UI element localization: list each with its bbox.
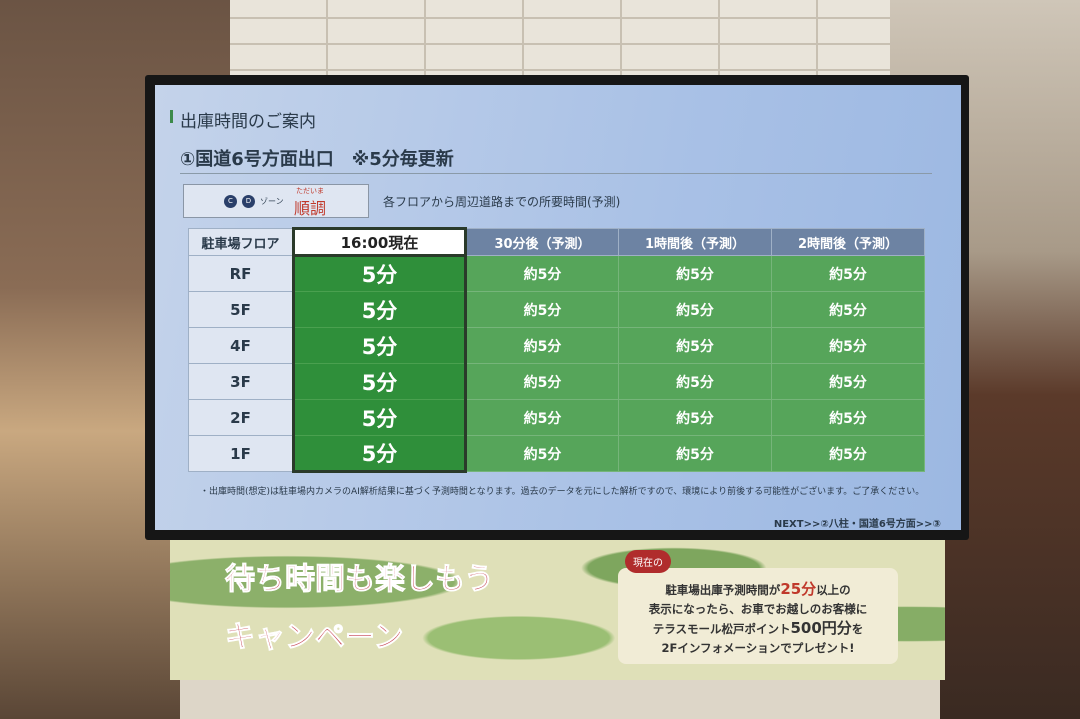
1h-cell: 約5分 bbox=[618, 363, 772, 400]
table-row: 4F 5分 約5分 約5分 約5分 bbox=[188, 327, 925, 364]
floor-cell: 4F bbox=[188, 327, 294, 364]
30min-cell: 約5分 bbox=[465, 255, 619, 292]
floor-cell: 2F bbox=[188, 399, 294, 436]
2h-cell: 約5分 bbox=[771, 327, 925, 364]
1h-cell: 約5分 bbox=[618, 255, 772, 292]
2h-cell: 約5分 bbox=[771, 435, 925, 472]
zone-c-icon: C bbox=[224, 195, 237, 208]
now-cell: 5分 bbox=[292, 291, 467, 328]
1h-cell: 約5分 bbox=[618, 291, 772, 328]
2h-cell: 約5分 bbox=[771, 399, 925, 436]
now-cell: 5分 bbox=[292, 363, 467, 400]
divider bbox=[180, 173, 932, 174]
promo-threshold: 25分 bbox=[780, 580, 817, 598]
30min-cell: 約5分 bbox=[465, 399, 619, 436]
header-now: 16:00現在 bbox=[292, 227, 467, 257]
exit-time-table: 駐車場フロア 16:00現在 30分後（予測） 1時間後（予測） 2時間後（予測… bbox=[188, 227, 925, 473]
1h-cell: 約5分 bbox=[618, 399, 772, 436]
table-row: 5F 5分 約5分 約5分 約5分 bbox=[188, 291, 925, 328]
promo-text: 表示になったら、お車でお越しのお客様に bbox=[648, 602, 868, 616]
now-cell: 5分 bbox=[292, 255, 467, 292]
table-description: 各フロアから周辺道路までの所要時間(予測) bbox=[383, 195, 621, 209]
30min-cell: 約5分 bbox=[465, 291, 619, 328]
zone-status-legend: C D ゾーン ただいま 順調 bbox=[183, 184, 369, 218]
floor-cell: RF bbox=[188, 255, 294, 292]
floor-cell: 5F bbox=[188, 291, 294, 328]
promo-text: 駐車場出庫予測時間が bbox=[665, 583, 781, 597]
current-badge: 現在の bbox=[625, 550, 671, 573]
30min-cell: 約5分 bbox=[465, 363, 619, 400]
disclaimer-note: ・出庫時間(想定)は駐車場内カメラのAI解析結果に基づく予測時間となります。過去… bbox=[200, 487, 925, 497]
promo-text: 2Fインフォメーションでプレゼント! bbox=[661, 641, 855, 655]
display-screen: 出庫時間のご案内 ①国道6号方面出口 ※5分毎更新 C D ゾーン ただいま 順… bbox=[155, 85, 961, 530]
promo-amount: 500円分 bbox=[790, 619, 852, 637]
promo-box: 駐車場出庫予測時間が25分以上の 表示になったら、お車でお越しのお客様に テラス… bbox=[618, 568, 898, 664]
table-row: RF 5分 約5分 約5分 約5分 bbox=[188, 255, 925, 292]
1h-cell: 約5分 bbox=[618, 435, 772, 472]
zone-d-icon: D bbox=[242, 195, 255, 208]
campaign-banner: 待ち時間も楽しもう キャンペーン 駐車場出庫予測時間が25分以上の 表示になった… bbox=[170, 540, 945, 680]
30min-cell: 約5分 bbox=[465, 327, 619, 364]
header-30min: 30分後（予測） bbox=[465, 228, 619, 256]
promo-text: テラスモール松戸ポイント bbox=[652, 622, 791, 636]
header-1h: 1時間後（予測） bbox=[618, 228, 772, 256]
table-row: 2F 5分 約5分 約5分 約5分 bbox=[188, 399, 925, 436]
header-2h: 2時間後（予測） bbox=[771, 228, 925, 256]
floor-cell: 3F bbox=[188, 363, 294, 400]
2h-cell: 約5分 bbox=[771, 291, 925, 328]
2h-cell: 約5分 bbox=[771, 363, 925, 400]
promo-text: を bbox=[851, 622, 864, 636]
exit-title: ①国道6号方面出口 ※5分毎更新 bbox=[180, 149, 454, 170]
2h-cell: 約5分 bbox=[771, 255, 925, 292]
zone-label: ゾーン bbox=[260, 197, 284, 206]
status-label: 順調 bbox=[294, 199, 327, 218]
campaign-title-2: キャンペーン bbox=[225, 620, 404, 656]
1h-cell: 約5分 bbox=[618, 327, 772, 364]
table-row: 1F 5分 約5分 約5分 約5分 bbox=[188, 435, 925, 473]
status-small: ただいま bbox=[296, 187, 324, 195]
30min-cell: 約5分 bbox=[465, 435, 619, 472]
now-cell: 5分 bbox=[292, 435, 467, 473]
next-indicator: NEXT>>②八柱・国道6号方面>>③ bbox=[773, 519, 941, 530]
counter-base bbox=[180, 680, 940, 719]
page-heading: 出庫時間のご案内 bbox=[170, 107, 316, 132]
campaign-title-1: 待ち時間も楽しもう bbox=[224, 562, 495, 598]
table-row: 3F 5分 約5分 約5分 約5分 bbox=[188, 363, 925, 400]
floor-cell: 1F bbox=[188, 435, 294, 472]
header-floor: 駐車場フロア bbox=[188, 228, 294, 256]
now-cell: 5分 bbox=[292, 399, 467, 436]
promo-text: 以上の bbox=[816, 583, 851, 597]
now-cell: 5分 bbox=[292, 327, 467, 364]
